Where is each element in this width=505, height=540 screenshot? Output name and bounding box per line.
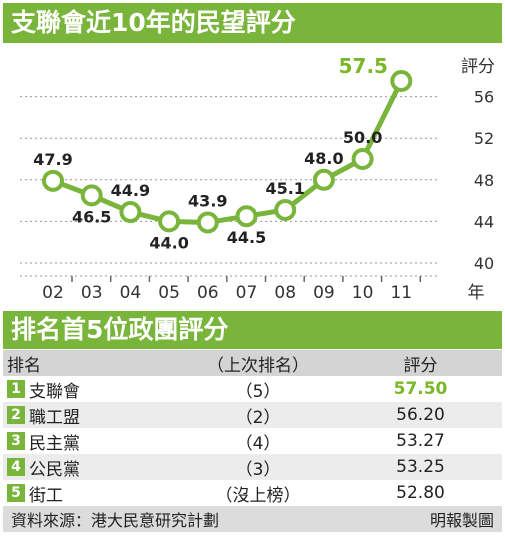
- x-axis-unit: 年: [468, 283, 485, 303]
- x-tick-label: 04: [120, 283, 142, 303]
- y-axis-title: 評分: [461, 57, 495, 77]
- party-name: 支聯會: [29, 381, 80, 402]
- source-note: 資料來源：港大民意研究計劃: [11, 511, 220, 530]
- data-label: 43.9: [188, 191, 227, 210]
- party-name: 公民黨: [29, 459, 80, 480]
- party-name: 職工盟: [29, 407, 80, 428]
- score: 53.27: [396, 431, 445, 451]
- score: 57.50: [393, 379, 448, 399]
- table-title: 排名首5位政團評分: [3, 311, 502, 349]
- x-tick-label: 05: [158, 283, 180, 303]
- data-label: 57.5: [339, 54, 388, 78]
- rank-badge: 4: [7, 458, 25, 476]
- table-row: 5 街工 （沒上榜） 52.80: [3, 480, 502, 506]
- x-tick-label: 11: [390, 283, 412, 303]
- data-point: [196, 211, 219, 234]
- data-label: 47.9: [33, 150, 72, 169]
- rank-badge: 3: [7, 432, 25, 450]
- data-label: 44.5: [227, 228, 266, 247]
- data-point: [80, 184, 103, 207]
- data-label: 48.0: [304, 149, 343, 168]
- y-tick-label: 48: [474, 171, 494, 190]
- credit: 明報製圖: [429, 511, 494, 530]
- score: 53.25: [396, 457, 445, 477]
- rank-badge: 5: [7, 484, 25, 502]
- score: 56.20: [396, 405, 445, 425]
- party-name: 民主黨: [29, 433, 80, 454]
- data-point: [42, 169, 64, 192]
- y-tick-label: 56: [474, 88, 494, 107]
- data-label: 44.9: [111, 181, 150, 200]
- party-name: 街工: [29, 485, 63, 506]
- x-tick-label: 02: [42, 283, 64, 303]
- series-line: [52, 79, 404, 225]
- line-chart: 40 44 48 52 56 評分 02 03 04 05 06 07 08 09 10 11 年 47.9 46.…: [20, 54, 495, 303]
- rank-badge: 2: [7, 406, 25, 424]
- y-tick-label: 52: [474, 129, 494, 148]
- data-label: 46.5: [72, 207, 111, 226]
- data-label: 45.1: [265, 179, 304, 198]
- table-header-row: 排名 （上次排名） 評分: [3, 350, 502, 376]
- chart-title: 支聯會近10年的民望評分: [3, 3, 502, 43]
- y-tick-label: 44: [474, 212, 494, 231]
- prev-rank: （3）: [235, 459, 281, 480]
- data-label: 44.0: [149, 233, 188, 252]
- x-tick-label: 07: [236, 283, 258, 303]
- prev-rank: （2）: [235, 407, 281, 428]
- x-tick-label: 09: [313, 283, 335, 303]
- data-point: [390, 70, 413, 92]
- header-rank: 排名: [7, 355, 41, 376]
- footer: 資料來源：港大民意研究計劃 明報製圖: [3, 506, 502, 532]
- data-point: [312, 168, 335, 191]
- table-row: 3 民主黨 （4） 53.27: [3, 428, 502, 454]
- x-tick-label: 08: [274, 283, 296, 303]
- table-row: 1 支聯會 （5） 57.50: [3, 376, 502, 402]
- data-point: [158, 210, 181, 233]
- rank-badge: 1: [7, 380, 25, 398]
- prev-rank: （沒上榜）: [215, 485, 301, 506]
- prev-rank: （5）: [235, 381, 281, 402]
- data-point: [274, 198, 297, 221]
- table-row: 2 職工盟 （2） 56.20: [3, 402, 502, 428]
- data-label: 50.0: [343, 128, 382, 147]
- y-tick-label: 40: [474, 254, 494, 273]
- x-tick-label: 03: [81, 283, 103, 303]
- header-score: 評分: [403, 355, 438, 376]
- header-prev-rank: （上次排名）: [207, 355, 309, 376]
- data-point: [119, 201, 142, 224]
- x-tick-label: 10: [352, 283, 374, 303]
- data-point: [351, 148, 374, 170]
- table-row: 4 公民黨 （3） 53.25: [3, 454, 502, 480]
- x-tick-label: 06: [197, 283, 219, 303]
- data-point: [235, 205, 258, 228]
- score: 52.80: [396, 483, 445, 503]
- prev-rank: （4）: [235, 433, 281, 454]
